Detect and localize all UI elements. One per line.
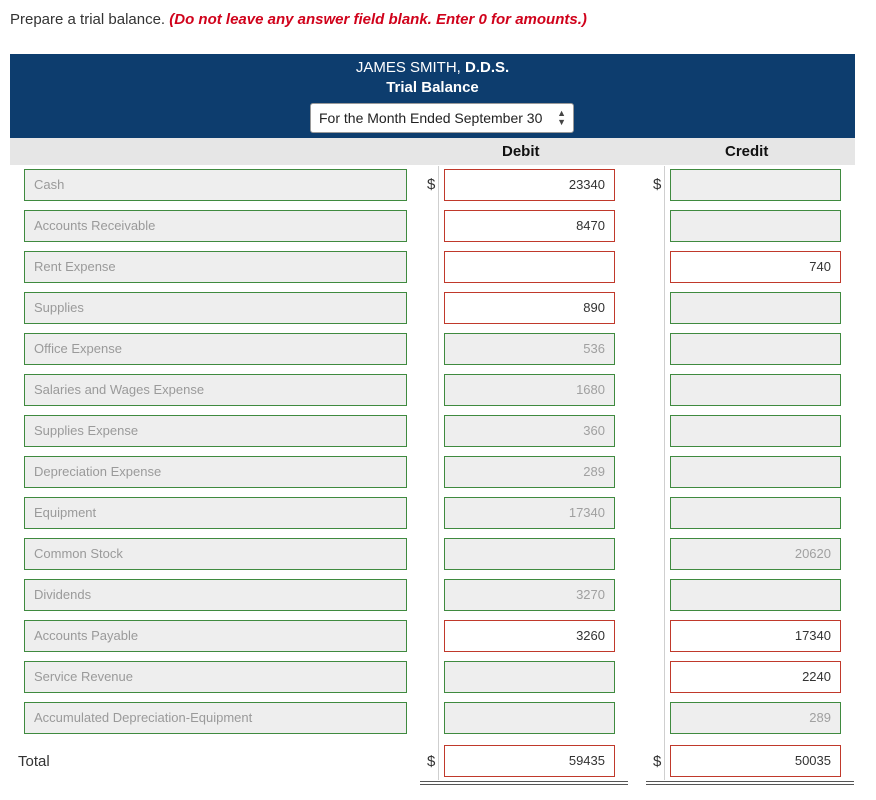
debit-input[interactable]: 8470 — [444, 210, 615, 242]
credit-input[interactable]: 2240 — [670, 661, 841, 693]
instructions-lead: Prepare a trial balance. — [10, 11, 170, 28]
credit-dollar-sign: $ — [653, 176, 662, 193]
debit-input[interactable] — [444, 702, 615, 734]
credit-input[interactable]: 17340 — [670, 620, 841, 652]
account-select[interactable]: Common Stock — [24, 538, 407, 570]
account-select[interactable]: Equipment — [24, 497, 407, 529]
debit-input[interactable]: 536 — [444, 333, 615, 365]
period-select[interactable]: For the Month Ended September 30 ▲ ▼ — [310, 103, 574, 133]
account-select[interactable]: Salaries and Wages Expense — [24, 374, 407, 406]
credit-input[interactable]: 289 — [670, 702, 841, 734]
debit-column-header: Debit — [502, 143, 540, 160]
period-select-value: For the Month Ended September 30 — [319, 110, 543, 126]
instructions-warning: (Do not leave any answer field blank. En… — [169, 11, 587, 28]
credit-input[interactable] — [670, 456, 841, 488]
debit-input[interactable]: 23340 — [444, 169, 615, 201]
account-select[interactable]: Accounts Receivable — [24, 210, 407, 242]
total-label: Total — [18, 753, 50, 770]
debit-input[interactable]: 289 — [444, 456, 615, 488]
debit-input[interactable]: 890 — [444, 292, 615, 324]
account-select[interactable]: Depreciation Expense — [24, 456, 407, 488]
credit-total-double-rule — [646, 781, 854, 785]
column-header-row: Debit Credit — [10, 138, 855, 165]
credit-input[interactable] — [670, 169, 841, 201]
account-select[interactable]: Rent Expense — [24, 251, 407, 283]
debit-total-double-rule — [420, 781, 628, 785]
account-select[interactable]: Accounts Payable — [24, 620, 407, 652]
credit-input[interactable] — [670, 210, 841, 242]
debit-input[interactable]: 3270 — [444, 579, 615, 611]
account-select[interactable]: Supplies — [24, 292, 407, 324]
account-select[interactable]: Cash — [24, 169, 407, 201]
account-select[interactable]: Office Expense — [24, 333, 407, 365]
debit-input[interactable] — [444, 251, 615, 283]
debit-input[interactable]: 360 — [444, 415, 615, 447]
credit-input[interactable] — [670, 415, 841, 447]
account-select[interactable]: Service Revenue — [24, 661, 407, 693]
credit-input[interactable] — [670, 374, 841, 406]
instructions: Prepare a trial balance. (Do not leave a… — [10, 11, 587, 28]
credit-input[interactable] — [670, 292, 841, 324]
total-debit-dollar-sign: $ — [427, 753, 436, 770]
total-debit-input[interactable]: 59435 — [444, 745, 615, 777]
total-credit-input[interactable]: 50035 — [670, 745, 841, 777]
account-select[interactable]: Supplies Expense — [24, 415, 407, 447]
total-credit-dollar-sign: $ — [653, 753, 662, 770]
credit-input[interactable] — [670, 497, 841, 529]
credit-column-divider — [664, 166, 665, 780]
debit-input[interactable] — [444, 661, 615, 693]
trial-balance-header: JAMES SMITH, D.D.S. Trial Balance For th… — [10, 54, 855, 138]
credit-input[interactable]: 740 — [670, 251, 841, 283]
debit-input[interactable]: 1680 — [444, 374, 615, 406]
credit-input[interactable] — [670, 579, 841, 611]
updown-arrows-icon: ▲ ▼ — [557, 108, 566, 127]
credit-column-header: Credit — [725, 143, 769, 160]
credit-input[interactable]: 20620 — [670, 538, 841, 570]
credit-input[interactable] — [670, 333, 841, 365]
account-select[interactable]: Accumulated Depreciation-Equipment — [24, 702, 407, 734]
debit-input[interactable] — [444, 538, 615, 570]
company-name: JAMES SMITH, D.D.S. — [355, 59, 510, 76]
account-select[interactable]: Dividends — [24, 579, 407, 611]
debit-input[interactable]: 17340 — [444, 497, 615, 529]
debit-column-divider — [438, 166, 439, 780]
debit-input[interactable]: 3260 — [444, 620, 615, 652]
report-title: Trial Balance — [386, 79, 479, 96]
debit-dollar-sign: $ — [427, 176, 436, 193]
